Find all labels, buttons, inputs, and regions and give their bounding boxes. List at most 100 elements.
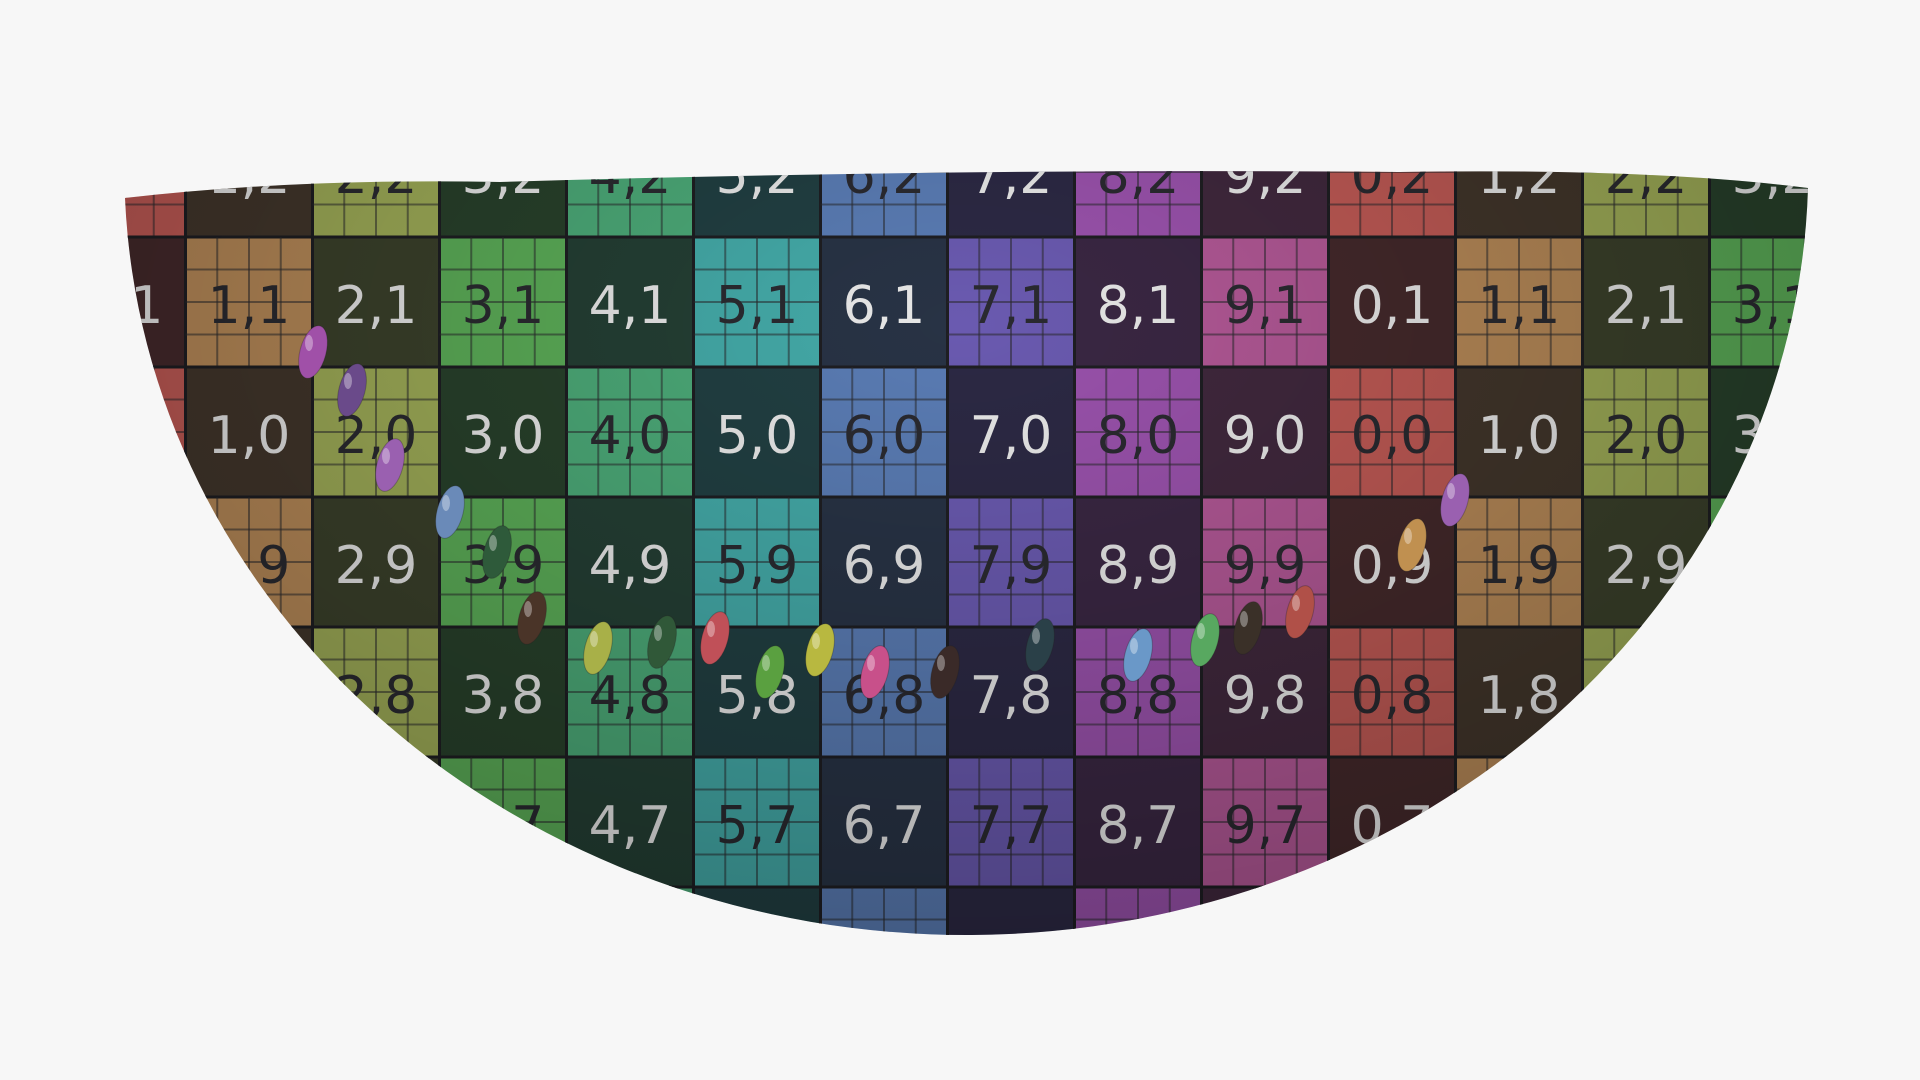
grid-cell-label: 8,6 xyxy=(1097,926,1180,986)
bead xyxy=(337,363,367,417)
grid-cell-label: 3,6 xyxy=(462,926,545,986)
grid-cell-label: 4,6 xyxy=(589,926,672,986)
bead xyxy=(482,525,512,579)
grid-cell-label: 4,9 xyxy=(1859,536,1920,596)
bead-highlight xyxy=(867,655,875,671)
bead xyxy=(1233,601,1263,655)
grid-cell-label: 1,6 xyxy=(208,926,291,986)
bead-highlight xyxy=(382,448,390,464)
bead-highlight xyxy=(937,655,945,671)
grid-cell: 4,7 xyxy=(1837,757,1920,887)
grid-cell: 2,6 xyxy=(1581,885,1711,986)
grid-cell: 4,9 xyxy=(1837,497,1920,627)
grid-cell: 2,6 xyxy=(311,885,441,986)
bead-highlight xyxy=(707,621,715,637)
grid-cell: 0,9 xyxy=(81,495,187,629)
bead xyxy=(1440,473,1470,527)
grid-cell: 4,8 xyxy=(1837,627,1920,757)
grid-cell-label: 4,0 xyxy=(1859,406,1920,466)
grid-cell: 3,6 xyxy=(438,885,568,986)
grid-cell-label: 0,7 xyxy=(81,796,164,856)
grid-cell-label: 2,6 xyxy=(1605,926,1688,986)
bead xyxy=(930,645,960,699)
grid-cell-label: 2,8 xyxy=(1605,666,1688,726)
grid-cell: 1,7 xyxy=(184,755,314,889)
bead xyxy=(700,611,730,665)
bead xyxy=(860,645,890,699)
grid-cell: 4,6 xyxy=(565,885,695,986)
grid-cell-label: 4,6 xyxy=(1859,926,1920,986)
bead-highlight xyxy=(524,601,532,617)
bead xyxy=(1025,618,1055,672)
grid-cell-label: 9,6 xyxy=(1224,926,1307,986)
grid-cell-label: 6,6 xyxy=(843,926,926,986)
grid-cell-label: 0,9 xyxy=(81,536,164,596)
grid-cell: 1,6 xyxy=(1454,885,1584,986)
grid-cell-label: 5,6 xyxy=(716,926,799,986)
grid-cell-label: 2,7 xyxy=(1605,796,1688,856)
grid-cell-label: 4,1 xyxy=(1859,276,1920,336)
bead xyxy=(1397,518,1427,572)
grid-cell: 0,7 xyxy=(81,755,187,889)
grid-cell-label: 3,7 xyxy=(1732,796,1815,856)
grid-cell-label: 1,6 xyxy=(1478,926,1561,986)
grid-cell: 3,6 xyxy=(1708,885,1815,986)
grid-cell-label: 0,8 xyxy=(81,666,164,726)
bead-highlight xyxy=(489,535,497,551)
bead-highlight xyxy=(1240,611,1248,627)
grid-cell: 3,8 xyxy=(1708,625,1815,759)
grid-cell-label: 1,7 xyxy=(1478,796,1561,856)
grid-cell-label: 4,7 xyxy=(1859,796,1920,856)
bead-highlight xyxy=(1130,638,1138,654)
bead-highlight xyxy=(344,373,352,389)
grid-cell: 2,7 xyxy=(311,755,441,889)
bead xyxy=(375,438,405,492)
grid-cell-label: 4,8 xyxy=(1859,666,1920,726)
grid-cell-label: 4,2 xyxy=(1859,146,1920,206)
bead xyxy=(583,621,613,675)
grid-cell-label: 2,6 xyxy=(335,926,418,986)
grid-cell: 0,6 xyxy=(1327,885,1457,936)
grid-cell: 2,7 xyxy=(1581,755,1711,889)
grid-cell: 0,6 xyxy=(81,885,187,986)
grid-cell: 0,8 xyxy=(81,625,187,759)
bead xyxy=(298,325,328,379)
grid-cell-label: 3,8 xyxy=(1732,666,1815,726)
bead-highlight xyxy=(812,633,820,649)
bead xyxy=(1123,628,1153,682)
bead-highlight xyxy=(1292,595,1300,611)
grid-cell: 4,0 xyxy=(1837,367,1920,497)
grid-cell-label: 1,8 xyxy=(208,666,291,726)
bead-highlight xyxy=(1447,483,1455,499)
bead-highlight xyxy=(442,495,450,511)
grid-cell-label: 3,6 xyxy=(1732,926,1815,986)
bead xyxy=(647,615,677,669)
grid-cell-label: 1,7 xyxy=(208,796,291,856)
bead-highlight xyxy=(654,625,662,641)
bead xyxy=(805,623,835,677)
grid-cell: 4,6 xyxy=(1837,887,1920,1017)
bead xyxy=(1190,613,1220,667)
grid-cell: 4,2 xyxy=(1837,107,1920,237)
grid-cell: 3,7 xyxy=(1708,755,1815,889)
bead xyxy=(435,485,465,539)
bead-highlight xyxy=(305,335,313,351)
bead xyxy=(755,645,785,699)
bead-group xyxy=(298,325,1470,699)
grid-cell-label: 7,6 xyxy=(970,926,1053,986)
bead-highlight xyxy=(1197,623,1205,639)
grid-cell: 1,8 xyxy=(184,625,314,759)
grid-cell: 9,6 xyxy=(1200,885,1330,986)
grid-cell-label: 0,0 xyxy=(81,406,164,466)
grid-cell-label: 2,7 xyxy=(335,796,418,856)
grid-cell-label: 3,9 xyxy=(1732,536,1815,596)
grid-cell: 1,6 xyxy=(184,885,314,986)
bead-highlight xyxy=(762,655,770,671)
grid-cell-label: 0,6 xyxy=(81,926,164,986)
grid-cell: 3,9 xyxy=(1708,495,1815,629)
grid-cell: 4,1 xyxy=(1837,237,1920,367)
